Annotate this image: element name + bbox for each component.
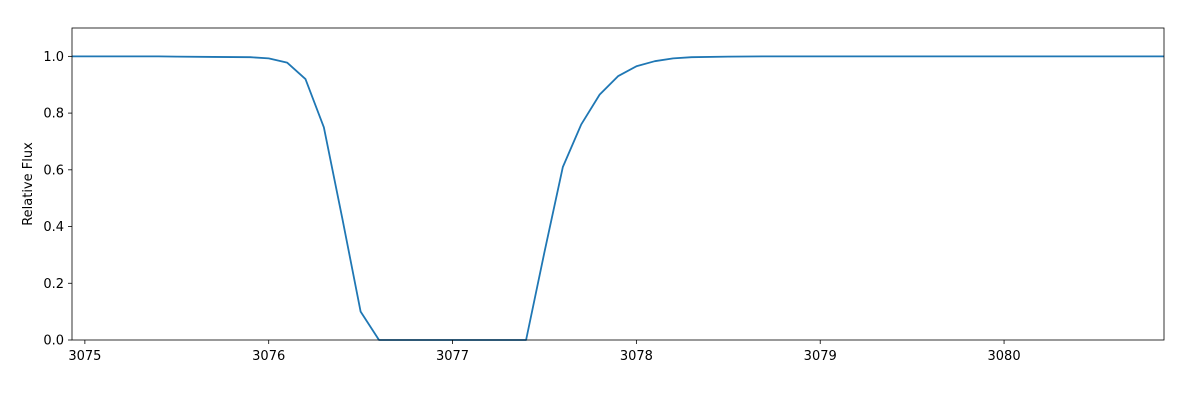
x-tick-label: 3076 xyxy=(252,349,285,364)
y-tick-label: 0.0 xyxy=(43,334,64,349)
x-axis: 3075 3076 3077 3078 3079 3080 xyxy=(68,340,1021,364)
x-tick-label: 3075 xyxy=(68,349,101,364)
x-tick-label: 3078 xyxy=(620,349,653,364)
series-line-0 xyxy=(72,55,1164,341)
y-tick-label: 0.4 xyxy=(43,220,64,235)
x-tick-label: 3079 xyxy=(804,349,837,364)
y-axis: 0.0 0.2 0.4 0.6 0.8 1.0 xyxy=(43,50,72,349)
y-tick-label: 0.6 xyxy=(43,163,64,178)
x-tick-label: 3080 xyxy=(988,349,1021,364)
y-axis-label: Relative Flux xyxy=(21,142,36,226)
plot-frame xyxy=(71,27,1165,341)
x-tick-label: 3077 xyxy=(436,349,469,364)
series-group xyxy=(72,55,1164,341)
y-tick-label: 0.2 xyxy=(43,277,64,292)
y-tick-label: 0.8 xyxy=(43,107,64,122)
y-tick-label: 1.0 xyxy=(43,50,64,65)
